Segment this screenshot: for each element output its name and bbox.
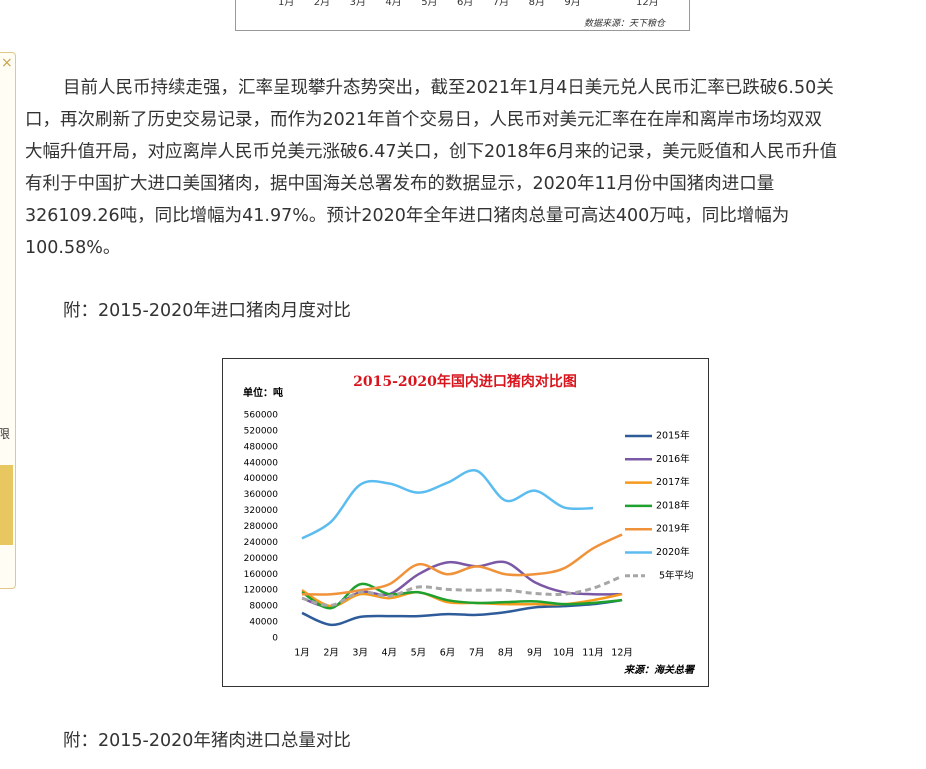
legend-label: 2017年 — [656, 476, 690, 488]
y-tick-label: 280000 — [244, 522, 279, 532]
y-tick-label: 400000 — [244, 474, 279, 484]
y-tick-label: 440000 — [244, 458, 279, 468]
x-tick-label: 10月 — [553, 648, 575, 659]
sidebar-tab[interactable] — [0, 465, 13, 545]
month-label: 1月 — [278, 0, 295, 8]
paragraph-line: 大幅升值开局，对应离岸人民币兑美元涨破6.47关口，创下2018年6月来的记录，… — [25, 142, 838, 162]
x-tick-label: 6月 — [440, 648, 456, 659]
source: 来源：海关总署 — [624, 664, 696, 676]
legend-label: 2018年 — [656, 499, 690, 511]
month-label: 8月 — [528, 0, 545, 8]
series-line — [301, 574, 623, 607]
x-tick-label: 12月 — [611, 648, 633, 659]
x-tick-label: 11月 — [582, 648, 604, 659]
series-line — [301, 582, 623, 610]
chart-title: 2015-2020年国内进口猪肉对比图 — [353, 373, 577, 390]
y-tick-label: 320000 — [244, 506, 279, 516]
month-label: 2月 — [313, 0, 331, 8]
legend-label: 5年平均 — [659, 569, 694, 581]
legend-label: 2016年 — [656, 453, 690, 465]
x-tick-label: 1月 — [294, 648, 310, 659]
y-tick-label: 560000 — [244, 411, 279, 421]
paragraph-line: 口，再次刷新了历史交易记录，而作为2021年首个交易日，人民币对美元汇率在在岸和… — [25, 110, 823, 130]
sidebar-label: 限 — [0, 427, 11, 441]
legend-label: 2015年 — [656, 430, 690, 442]
paragraph-line: 有利于中国扩大进口美国猪肉，据中国海关总署发布的数据显示，2020年11月份中国… — [25, 174, 775, 194]
caption: 附：2015-2020年进口猪肉月度对比 — [63, 301, 351, 321]
top-chart-fragment: 数据来源：天下粮仓 1月 2月 3月 4月 5月 6月 7月 8月 9月 12月 — [235, 0, 690, 31]
month-label: 4月 — [385, 0, 402, 8]
y-tick-label: 480000 — [244, 442, 279, 452]
y-tick-label: 160000 — [244, 570, 279, 580]
month-label: 12月 — [636, 0, 659, 8]
series-line — [301, 469, 594, 540]
month-label: 7月 — [492, 0, 510, 8]
series-line — [301, 598, 623, 627]
caption: 附：2015-2020年猪肉进口总量对比 — [63, 731, 351, 751]
paragraph-line: 目前人民币持续走强，汇率呈现攀升态势突出，截至2021年1月4日美元兑人民币汇率… — [63, 78, 834, 98]
y-tick-label: 80000 — [249, 602, 278, 612]
chart-frame — [222, 358, 709, 687]
paragraph-line: 100.58%。 — [25, 238, 121, 258]
legend-label: 2020年 — [656, 546, 690, 558]
month-label: 9月 — [564, 0, 581, 8]
x-tick-label: 5月 — [411, 648, 427, 659]
x-tick-label: 9月 — [527, 648, 543, 659]
x-tick-label: 3月 — [352, 648, 368, 659]
y-tick-label: 240000 — [244, 538, 279, 548]
y-tick-label: 40000 — [249, 618, 278, 628]
unit-label: 单位：吨 — [243, 386, 283, 399]
x-tick-label: 2月 — [323, 648, 339, 659]
y-tick-label: 520000 — [244, 426, 279, 436]
x-tick-label: 4月 — [382, 648, 398, 659]
series-line — [301, 533, 623, 596]
month-label: 5月 — [421, 0, 438, 8]
x-tick-label: 7月 — [469, 648, 485, 659]
month-label: 3月 — [349, 0, 366, 8]
source: 数据来源：天下粮仓 — [584, 19, 666, 29]
paragraph-line: 326109.26吨，同比增幅为41.97%。预计2020年全年进口猪肉总量可高… — [25, 206, 790, 226]
chart: 2015-2020年国内进口猪肉对比图 单位：吨 来源：海关总署 0 40000 8… — [222, 358, 709, 687]
sidebar: × 限 — [0, 52, 16, 589]
y-tick-label: 200000 — [244, 554, 279, 564]
legend-label: 2019年 — [656, 523, 690, 535]
month-label: 6月 — [457, 0, 474, 8]
y-tick-label: 120000 — [244, 586, 279, 596]
y-tick-label: 0 — [272, 634, 278, 644]
close-button[interactable]: × — [1, 55, 13, 71]
x-tick-label: 8月 — [498, 648, 514, 659]
y-tick-label: 360000 — [244, 490, 279, 500]
